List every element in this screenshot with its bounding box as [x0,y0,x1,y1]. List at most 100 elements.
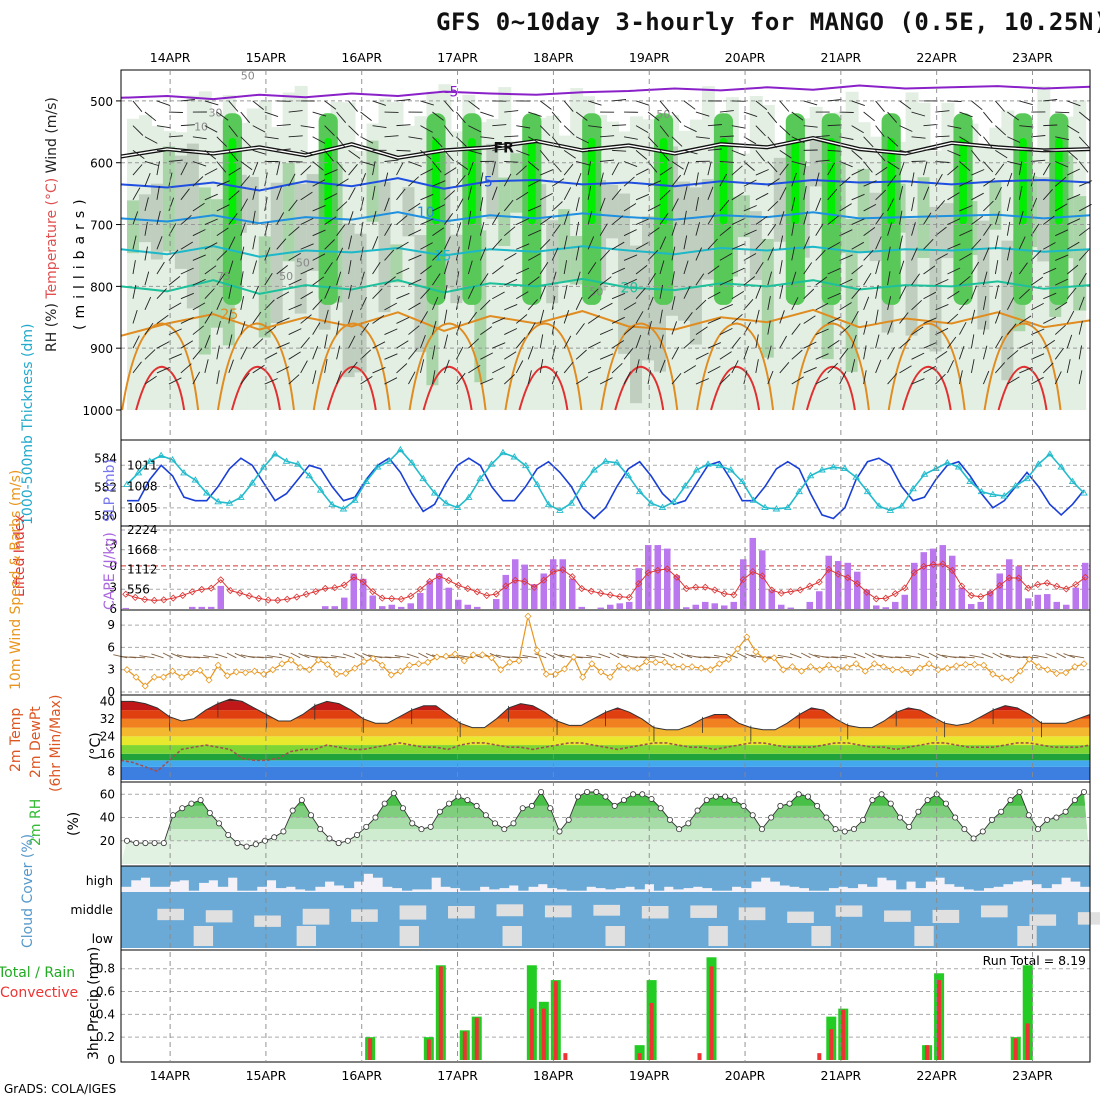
wind-barb [995,100,1005,112]
wind-barb [156,161,160,176]
wind-barb [731,165,743,176]
wind-barb [515,314,528,324]
wind-barb [551,271,557,286]
wind-barb [923,161,928,176]
wind-barb [899,286,907,299]
wind-barb [156,100,171,107]
wind-barb [575,376,589,385]
wind-barb [168,159,183,162]
rh-point [915,808,922,815]
rh-tick-label: 60 [100,787,115,801]
wind-barb [707,148,722,151]
rh-point [942,800,949,807]
lifted-index-point [701,583,709,591]
wind-barb [923,365,937,374]
wind-barb [228,213,238,225]
cloud-middle-gap [932,909,960,923]
wind-barb [911,222,916,236]
cloud-high-bar [169,866,180,882]
thickness-point [168,456,177,463]
wind-barb [635,193,650,201]
wind-barb [647,180,662,187]
precip-convective-bar [637,1053,642,1060]
lifted-index-point [293,593,301,601]
rh-mid-cell [1001,240,1015,381]
wind-barb [408,325,420,335]
wind-barb [755,150,765,162]
wind-barb [240,321,246,335]
isotherm-30-arc [997,365,1048,411]
wind-barb [312,111,327,117]
wind-barb [204,193,218,201]
lifted-index-point [977,593,985,601]
cloud-middle-gap [302,908,330,925]
precip-panel-frame [120,949,1091,1063]
wind-speed-point [323,660,332,669]
wind-barb [767,161,778,173]
wind-barb [851,334,857,349]
wind-barb [659,125,670,137]
wind-barb [324,262,333,275]
thickness-point [237,493,245,500]
wind-barb [994,335,1003,349]
rh-mid-cell [282,162,296,262]
date-label-bottom: 17APR [437,1068,478,1083]
wind-barb [420,193,434,201]
rh-core [228,138,237,225]
wind-barb [551,370,558,385]
precip-convective-bar [462,1031,467,1060]
wind-barb [516,218,530,225]
cape-bar [512,559,519,609]
wind-barb [348,309,354,324]
wind-barb [360,136,374,144]
cape-bar [920,552,927,609]
rh-point [381,800,388,807]
cloud-high-bar [1060,866,1072,878]
wind-barb [923,123,938,127]
rh-point [970,835,977,842]
rh-point [556,828,563,835]
wind-barb [504,328,518,335]
wind-barb [707,238,718,250]
wind-barb [863,249,874,261]
wind-barb [336,178,349,187]
wind-barb [240,271,244,286]
wind-barb [420,125,433,133]
lifted-index-point [283,595,291,603]
wind-barb [899,125,913,132]
wind-barb [551,136,562,148]
wind-speed-point [405,661,414,669]
wind-barb [719,327,733,335]
lifted-index-point [454,581,462,589]
wind-barb [551,111,562,123]
cape-bar [388,604,395,609]
rh-light-cell [498,87,512,411]
wind-barb [324,125,335,136]
rh-point [988,816,995,823]
wind-barb [504,278,518,286]
wind-barb [575,172,582,187]
cloud-high-bar [576,866,587,891]
wind-barb [911,247,918,261]
wind-barb [312,370,317,385]
wind-barb [935,226,947,237]
rh-point [786,800,793,807]
wind-barb [504,252,517,261]
wind-barb [863,296,870,311]
wind-speed-point [369,655,377,663]
wind-speed-point [433,653,441,661]
wind-barb [994,310,1001,324]
thickness-point [966,477,974,485]
wind-barb [791,197,796,212]
wind-barb [156,210,161,225]
cloud-high-bar [324,866,335,882]
wind-barb [204,150,217,160]
date-label-bottom: 15APR [246,1068,287,1083]
wind-barb [276,124,291,127]
wind-barb [899,260,905,275]
cloud-middle-gap [1029,914,1057,926]
wind-barb [252,210,256,225]
wind-barb [444,100,454,112]
wind-speed-point [159,673,168,681]
wind-barb [479,247,487,261]
